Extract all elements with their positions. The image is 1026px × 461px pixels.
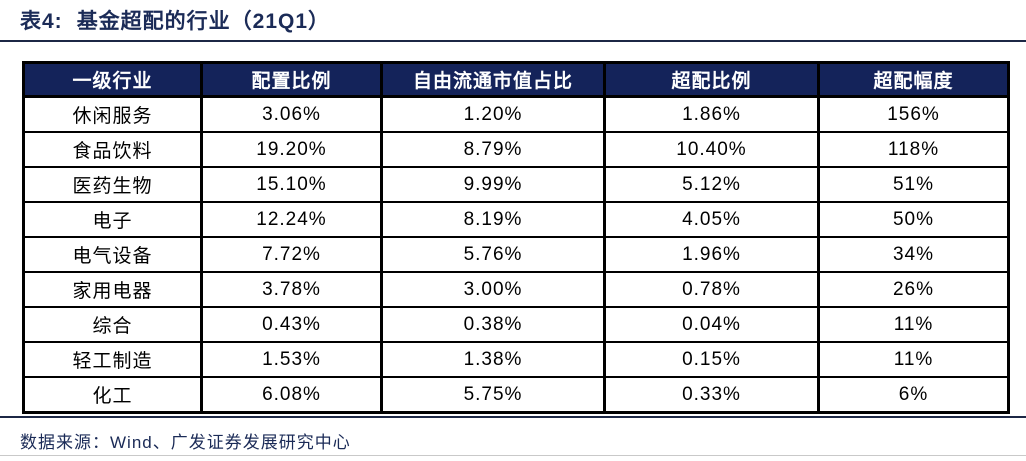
- industry-name-cell: 电气设备: [22, 236, 203, 273]
- value-cell: 156%: [817, 95, 1010, 133]
- value-cell: 5.76%: [380, 236, 606, 273]
- column-header-overweight-ratio: 超配比例: [603, 61, 820, 98]
- value-cell: 1.86%: [603, 95, 820, 133]
- value-cell: 1.38%: [380, 341, 606, 378]
- column-header-industry: 一级行业: [22, 61, 203, 98]
- industry-name-cell: 化工: [22, 376, 203, 414]
- table-body: 休闲服务 3.06% 1.20% 1.86% 156% 食品饮料 19.20% 8.79% 10…: [22, 95, 1010, 414]
- value-cell: 0.04%: [603, 306, 820, 343]
- industry-name-cell: 休闲服务: [22, 95, 203, 133]
- industry-name-cell: 电子: [22, 201, 203, 238]
- industry-name-cell: 医药生物: [22, 166, 203, 203]
- value-cell: 5.12%: [603, 166, 820, 203]
- column-header-free-float-share: 自由流通市值占比: [380, 61, 606, 98]
- industry-name-cell: 综合: [22, 306, 203, 343]
- value-cell: 1.20%: [380, 95, 606, 133]
- value-cell: 34%: [817, 236, 1010, 273]
- value-cell: 0.33%: [603, 376, 820, 414]
- value-cell: 0.78%: [603, 271, 820, 308]
- value-cell: 1.53%: [200, 341, 383, 378]
- value-cell: 3.78%: [200, 271, 383, 308]
- industry-name-cell: 食品饮料: [22, 131, 203, 168]
- value-cell: 3.00%: [380, 271, 606, 308]
- table-row: 休闲服务 3.06% 1.20% 1.86% 156%: [22, 95, 1010, 133]
- table-header-row: 一级行业 配置比例 自由流通市值占比 超配比例 超配幅度: [22, 61, 1010, 98]
- value-cell: 51%: [817, 166, 1010, 203]
- table-row: 电子 12.24% 8.19% 4.05% 50%: [22, 201, 1010, 238]
- value-cell: 6.08%: [200, 376, 383, 414]
- table-row: 医药生物 15.10% 9.99% 5.12% 51%: [22, 166, 1010, 203]
- industry-name-cell: 轻工制造: [22, 341, 203, 378]
- column-header-allocation-ratio: 配置比例: [200, 61, 383, 98]
- value-cell: 19.20%: [200, 131, 383, 168]
- value-cell: 5.75%: [380, 376, 606, 414]
- table-row: 化工 6.08% 5.75% 0.33% 6%: [22, 376, 1010, 414]
- value-cell: 3.06%: [200, 95, 383, 133]
- value-cell: 10.40%: [603, 131, 820, 168]
- value-cell: 26%: [817, 271, 1010, 308]
- footer-divider-line: [0, 416, 1026, 418]
- table-number-label: 表4:: [20, 10, 63, 33]
- industry-overweight-table: 一级行业 配置比例 自由流通市值占比 超配比例 超配幅度 休闲服务 3.06% 1.…: [22, 61, 1010, 414]
- table-header: 一级行业 配置比例 自由流通市值占比 超配比例 超配幅度: [22, 61, 1010, 98]
- value-cell: 0.38%: [380, 306, 606, 343]
- value-cell: 15.10%: [200, 166, 383, 203]
- table-row: 电气设备 7.72% 5.76% 1.96% 34%: [22, 236, 1010, 273]
- table-row: 综合 0.43% 0.38% 0.04% 11%: [22, 306, 1010, 343]
- value-cell: 11%: [817, 341, 1010, 378]
- value-cell: 50%: [817, 201, 1010, 238]
- table-title: 表4: 基金超配的行业（21Q1）: [20, 5, 330, 35]
- value-cell: 7.72%: [200, 236, 383, 273]
- page-bottom-rule: [0, 455, 1026, 456]
- table-row: 食品饮料 19.20% 8.79% 10.40% 118%: [22, 131, 1010, 168]
- value-cell: 0.43%: [200, 306, 383, 343]
- value-cell: 118%: [817, 131, 1010, 168]
- value-cell: 12.24%: [200, 201, 383, 238]
- value-cell: 0.15%: [603, 341, 820, 378]
- column-header-overweight-magnitude: 超配幅度: [817, 61, 1010, 98]
- table-title-text: 基金超配的行业（21Q1）: [76, 10, 331, 33]
- industry-name-cell: 家用电器: [22, 271, 203, 308]
- value-cell: 8.19%: [380, 201, 606, 238]
- table-row: 轻工制造 1.53% 1.38% 0.15% 11%: [22, 341, 1010, 378]
- data-source-note: 数据来源：Wind、广发证券发展研究中心: [20, 433, 351, 452]
- value-cell: 8.79%: [380, 131, 606, 168]
- value-cell: 9.99%: [380, 166, 606, 203]
- value-cell: 6%: [817, 376, 1010, 414]
- value-cell: 11%: [817, 306, 1010, 343]
- value-cell: 1.96%: [603, 236, 820, 273]
- value-cell: 4.05%: [603, 201, 820, 238]
- title-divider-line: [0, 40, 1026, 42]
- table-row: 家用电器 3.78% 3.00% 0.78% 26%: [22, 271, 1010, 308]
